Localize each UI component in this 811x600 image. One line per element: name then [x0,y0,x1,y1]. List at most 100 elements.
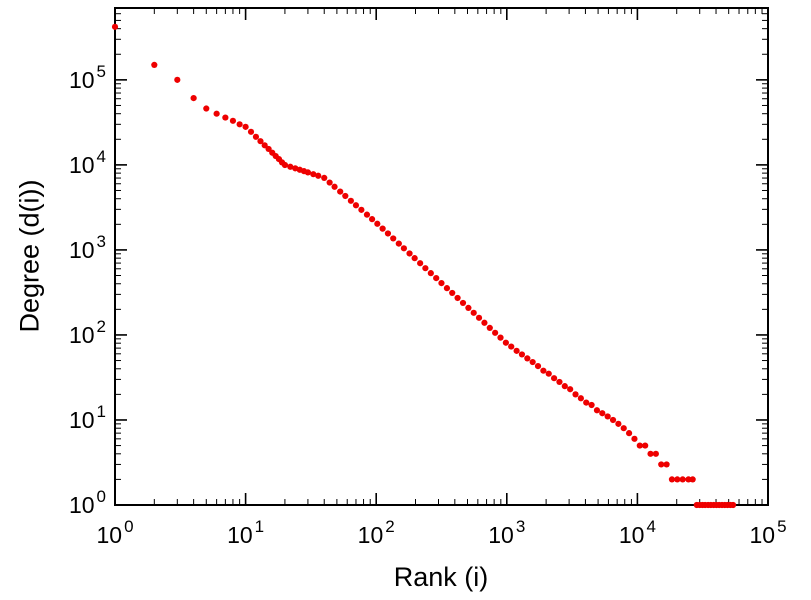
data-point [625,430,633,437]
data-point [326,179,333,186]
data-point [427,270,434,277]
data-point [304,169,312,176]
data-point [310,171,317,178]
data-point [331,183,338,190]
data-point [287,163,294,170]
data-point [481,319,488,326]
data-point [497,334,504,341]
data-point [620,425,627,432]
data-point [588,401,595,409]
data-point [247,128,255,135]
data-point [352,202,360,209]
data-point [174,76,181,83]
data-point [438,280,445,287]
data-point [604,413,611,420]
data-point [390,235,397,242]
data-point [567,386,574,393]
tick-label: 10 1 [69,402,106,433]
data-point [642,442,649,449]
data-point [486,324,493,332]
data-point [203,105,210,112]
data-point [689,476,696,483]
tick-label: 10 2 [358,517,395,548]
data-point [631,435,638,442]
tick-label: 10 2 [69,317,106,348]
data-point [395,240,402,247]
data-point [492,329,499,336]
data-point [400,245,408,252]
data-point [422,265,429,272]
data-point [406,250,413,257]
data-point [636,442,643,449]
data-point [417,260,424,267]
data-point [470,309,477,316]
data-point [615,420,622,427]
data-point [599,410,606,417]
data-point [647,450,654,457]
data-point [261,142,268,149]
data-point [652,450,659,457]
data-point [111,23,119,30]
data-point [459,299,467,307]
data-point [321,174,328,181]
data-point [242,123,249,130]
data-point [513,347,520,354]
tick-label: 10 4 [619,517,656,548]
data-point [337,188,344,195]
data-point [465,304,472,311]
data-point [342,192,349,200]
data-point [679,476,686,483]
data-point [572,391,579,398]
data-point [374,220,381,227]
data-point [213,110,220,117]
plot-frame [114,7,769,506]
data-point [379,225,386,232]
data-point [529,358,536,366]
tick-label: 10 5 [749,517,786,548]
data-point [502,339,509,346]
data-point [315,172,322,179]
tick-label: 10 3 [488,517,525,548]
data-point [229,117,237,124]
x-axis-label: Rank (i) [393,562,489,592]
data-point [475,314,483,321]
data-point [534,363,542,370]
data-point [151,61,158,68]
data-point [449,289,456,297]
data-point [363,211,371,218]
data-point [347,197,354,204]
tick-label: 10 0 [96,517,133,548]
data-point [556,378,563,386]
data-point [663,461,670,468]
tick-label: 10 4 [69,147,106,178]
data-point [550,375,558,382]
data-point [508,343,515,350]
data-point [668,476,676,483]
y-axis-label: Degree (d(i)) [14,179,45,333]
tick-label: 10 0 [69,487,106,518]
data-point [236,121,243,128]
data-point [524,355,531,362]
data-point [583,399,590,406]
data-point [252,133,260,140]
data-point [222,114,229,121]
data-point [281,161,289,169]
data-point [454,294,461,302]
data-point [443,285,451,292]
data-point [518,351,526,358]
data-point [257,138,264,145]
data-point [609,416,617,424]
data-point [433,275,440,282]
data-point [545,370,552,377]
tick-label: 10 3 [69,232,106,263]
data-point [561,383,568,390]
data-point [368,216,376,223]
data-point [384,230,392,237]
tick-label: 10 5 [69,62,106,93]
data-point [540,367,547,374]
data-point [190,95,197,102]
tick-label: 10 1 [227,517,264,548]
data-point [593,407,601,414]
